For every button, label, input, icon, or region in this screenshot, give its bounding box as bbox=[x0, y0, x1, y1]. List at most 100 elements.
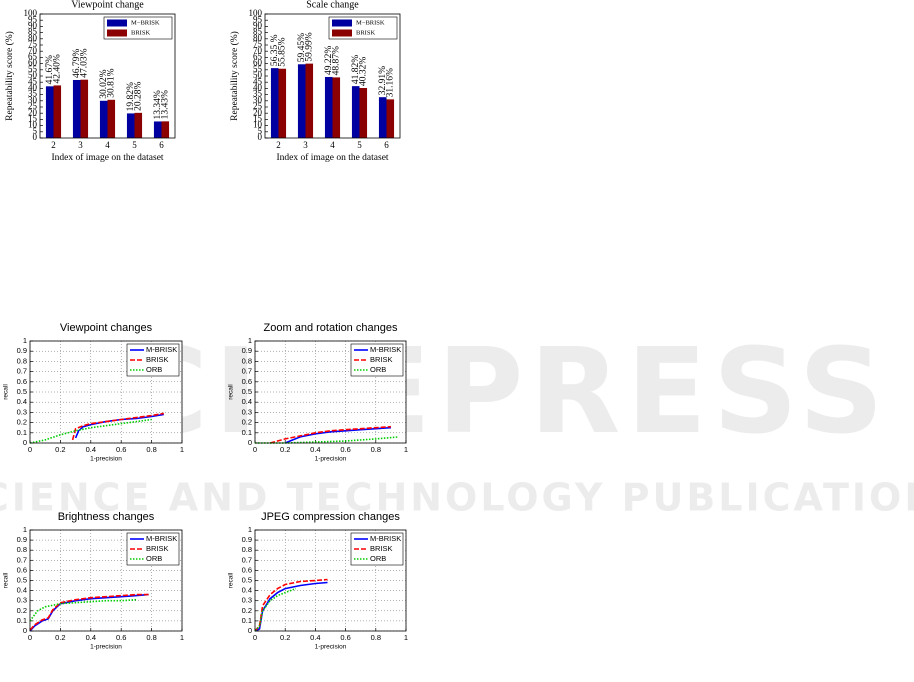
x-axis-label: Index of image on the dataset bbox=[276, 152, 388, 163]
legend-label: ORB bbox=[370, 554, 386, 563]
y-tick-label: 10 bbox=[253, 120, 263, 130]
watermark-subtitle: SCIENCE AND TECHNOLOGY PUBLICATIONS bbox=[0, 476, 914, 520]
y-tick-label: 0.4 bbox=[17, 586, 27, 595]
y-tick-label: 1 bbox=[23, 336, 27, 345]
x-tick-label: 5 bbox=[132, 140, 137, 150]
y-tick-label: 25 bbox=[28, 101, 38, 111]
y-tick-label: 0.5 bbox=[17, 575, 27, 584]
plot-frame bbox=[264, 13, 401, 139]
x-tick-label: 0 bbox=[28, 445, 32, 454]
value-label: 49.22% bbox=[324, 46, 334, 75]
value-label: 48.87% bbox=[331, 46, 341, 75]
y-tick-label: 0.8 bbox=[242, 356, 252, 365]
y-axis-label: recall bbox=[3, 572, 10, 588]
legend-swatch bbox=[332, 19, 352, 27]
plot-frame bbox=[254, 340, 407, 444]
y-tick-label: 75 bbox=[28, 39, 38, 49]
x-axis-label: Index of image on the dataset bbox=[51, 152, 163, 163]
value-label: 31.16% bbox=[385, 68, 395, 97]
x-tick-label: 5 bbox=[357, 140, 362, 150]
y-tick-label: 0.8 bbox=[242, 545, 252, 554]
legend-label: M-BRISK bbox=[370, 534, 401, 543]
x-tick-label: 2 bbox=[276, 140, 281, 150]
legend-label: ORB bbox=[146, 365, 162, 374]
y-tick-label: 1 bbox=[23, 525, 27, 534]
legend-label: ORB bbox=[370, 365, 386, 374]
y-tick-label: 0.1 bbox=[17, 616, 27, 625]
y-tick-label: 0.4 bbox=[17, 397, 27, 406]
y-tick-label: 20 bbox=[253, 107, 263, 117]
x-tick-label: 0 bbox=[28, 633, 32, 642]
y-tick-label: 90 bbox=[28, 20, 38, 30]
chart: JPEG compression changes 1-precision recal… bbox=[228, 511, 408, 651]
y-tick-label: 100 bbox=[249, 8, 263, 18]
bar bbox=[161, 121, 170, 138]
chart-title: Zoom and rotation changes bbox=[264, 322, 398, 334]
x-tick-label: 0 bbox=[253, 445, 257, 454]
plot-frame bbox=[254, 529, 407, 632]
x-tick-label: 0.2 bbox=[280, 633, 290, 642]
bar bbox=[107, 99, 116, 138]
bar bbox=[378, 97, 387, 138]
bar bbox=[297, 64, 306, 138]
y-tick-label: 0.2 bbox=[17, 606, 27, 615]
y-tick-label: 0.7 bbox=[17, 555, 27, 564]
x-tick-label: 0.4 bbox=[310, 445, 320, 454]
chart: Brightness changes1-precisionrecall00.10… bbox=[3, 511, 184, 651]
x-tick-label: 0.4 bbox=[310, 633, 320, 642]
y-tick-label: 35 bbox=[253, 89, 263, 99]
chart: Viewpoint changes1-precisionrecall00.10.… bbox=[3, 322, 184, 463]
value-label: 20.28% bbox=[133, 81, 143, 110]
legend-label: BRISK bbox=[131, 29, 150, 36]
legend-swatch bbox=[107, 19, 127, 27]
y-axis-label: recall bbox=[3, 384, 10, 400]
x-tick-label: 0.8 bbox=[371, 445, 381, 454]
y-tick-label: 1 bbox=[248, 336, 252, 345]
plot-frame bbox=[39, 13, 176, 139]
y-tick-label: 0 bbox=[258, 132, 263, 142]
x-tick-label: 0.2 bbox=[55, 445, 65, 454]
x-tick-label: 0.6 bbox=[116, 445, 126, 454]
y-tick-label: 0.3 bbox=[17, 407, 27, 416]
y-tick-label: 40 bbox=[253, 82, 263, 92]
y-tick-label: 0.6 bbox=[17, 565, 27, 574]
y-tick-label: 85 bbox=[28, 27, 38, 37]
legend-label: BRISK bbox=[356, 29, 375, 36]
x-tick-label: 0.8 bbox=[146, 445, 156, 454]
x-tick-label: 0.8 bbox=[371, 633, 381, 642]
value-label: 47.03% bbox=[79, 48, 89, 77]
y-tick-label: 75 bbox=[253, 39, 263, 49]
y-tick-label: 20 bbox=[28, 107, 38, 117]
y-tick-label: 0 bbox=[248, 626, 252, 635]
series-line bbox=[71, 412, 164, 441]
value-label: 59.45% bbox=[297, 33, 307, 62]
y-tick-label: 35 bbox=[28, 89, 38, 99]
y-tick-label: 0.7 bbox=[17, 367, 27, 376]
x-tick-label: 1 bbox=[404, 445, 408, 454]
series-line bbox=[29, 593, 149, 632]
value-label: 30.02% bbox=[99, 69, 109, 98]
y-tick-label: 40 bbox=[28, 82, 38, 92]
y-axis-label: recall bbox=[228, 572, 235, 588]
y-tick-label: 0.1 bbox=[242, 428, 252, 437]
bar bbox=[270, 68, 279, 138]
bar bbox=[324, 76, 333, 138]
legend-label: M-BRISK bbox=[370, 345, 401, 354]
chart: Zoom and rotation changes 1-precision reca… bbox=[228, 322, 408, 463]
y-tick-label: 0.7 bbox=[242, 555, 252, 564]
y-tick-label: 70 bbox=[253, 45, 263, 55]
value-label: 13.34% bbox=[153, 90, 163, 119]
chart: Viewpoint change Index of image on the da… bbox=[4, 0, 176, 163]
x-axis-label: 1-precision bbox=[90, 456, 122, 463]
x-tick-label: 0.2 bbox=[280, 445, 290, 454]
y-tick-label: 0.9 bbox=[17, 346, 27, 355]
y-axis-label: Repeatability score (%) bbox=[4, 31, 15, 121]
legend-label: BRISK bbox=[370, 355, 393, 364]
value-label: 19.82% bbox=[126, 82, 136, 111]
bar bbox=[351, 86, 360, 138]
y-tick-label: 0.4 bbox=[242, 586, 252, 595]
y-tick-label: 15 bbox=[253, 113, 263, 123]
legend-label: ORB bbox=[146, 554, 162, 563]
y-tick-label: 45 bbox=[28, 76, 38, 86]
